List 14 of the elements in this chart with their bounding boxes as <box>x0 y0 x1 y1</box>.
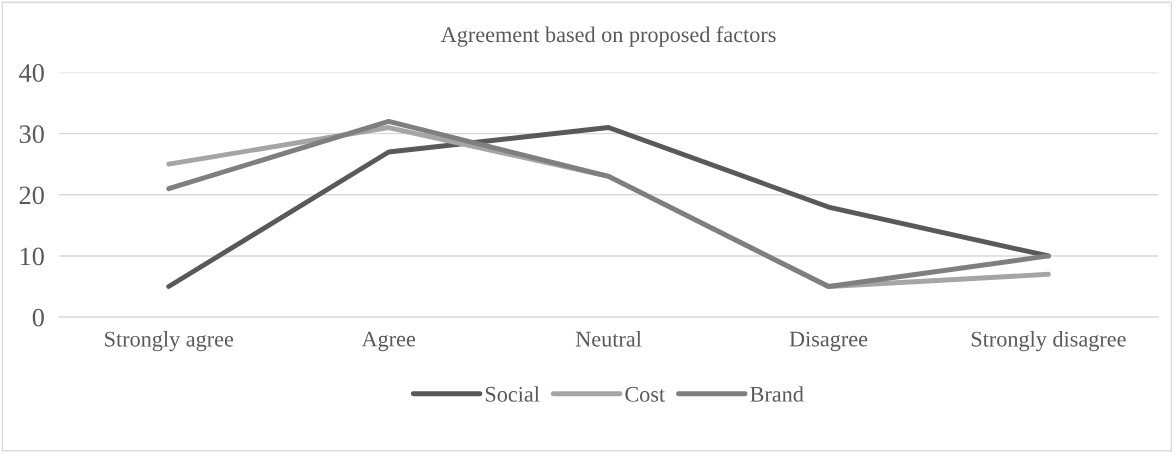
y-tick-label: 0 <box>32 308 44 327</box>
y-tick-label: 20 <box>19 186 44 205</box>
y-tick-label: 10 <box>20 247 44 266</box>
legend-label: Brand <box>750 386 804 402</box>
legend-label: Social <box>485 386 540 402</box>
x-tick-label: Disagree <box>789 331 868 352</box>
chart-title: Agreement based on proposed factors <box>440 26 776 47</box>
y-tick-label: 30 <box>19 125 44 144</box>
legend-label: Cost <box>625 386 665 402</box>
y-tick-label: 40 <box>19 64 44 82</box>
x-tick-label: Agree <box>361 331 416 352</box>
x-tick-label: Strongly agree <box>105 330 234 352</box>
x-tick-label: Neutral <box>575 330 642 347</box>
x-tick-label: Strongly disagree <box>971 330 1126 352</box>
